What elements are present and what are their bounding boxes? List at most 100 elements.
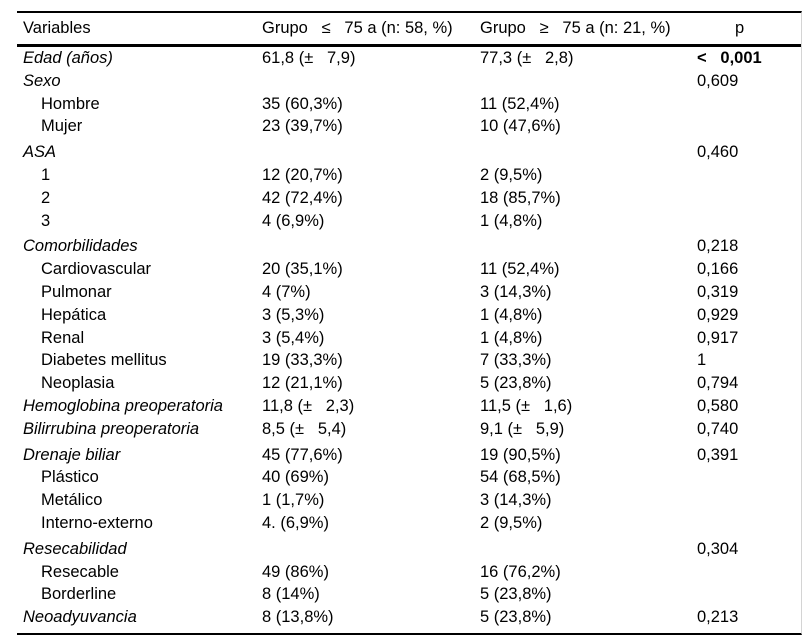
group1-value: 23 (39,7%): [262, 117, 343, 136]
table-row: Neoplasia 12 (21,1%) 5 (23,8%) 0,794: [17, 372, 801, 395]
table-row: ASA 0,460: [17, 141, 801, 164]
group2-value: 16 (76,2%): [480, 562, 561, 581]
group2-value: 1 (4,8%): [480, 305, 543, 324]
table-body: Edad (años) 61,8 (± 7,9) 77,3 (± 2,8) < 0,0…: [17, 47, 801, 633]
p-value: 0,929: [697, 305, 739, 324]
group1-value: 11,8 (± 2,3): [262, 396, 355, 415]
group1-value: 8 (14%): [262, 585, 320, 604]
group1-value: 8,5 (± 5,4): [262, 419, 347, 438]
group2-value: 10 (47,6%): [480, 117, 561, 136]
column-header-group-ge75: Grupo ≥ 75 a (n: 21, %): [480, 19, 671, 38]
p-value: 0,213: [697, 608, 739, 627]
group1-value: 4. (6,9%): [262, 513, 329, 532]
group1-value: 12 (21,1%): [262, 374, 343, 393]
table-row: Diabetes mellitus 19 (33,3%) 7 (33,3%) 1: [17, 349, 801, 372]
group2-value: 11 (52,4%): [480, 260, 560, 279]
p-value: 0,794: [697, 374, 739, 393]
p-value: 0,580: [697, 396, 739, 415]
p-value: 0,460: [697, 143, 739, 162]
group1-value: 49 (86%): [262, 562, 329, 581]
group2-value: 2 (9,5%): [480, 513, 543, 532]
p-value: 0,609: [697, 71, 739, 90]
group1-value: 4 (7%): [262, 282, 311, 301]
group1-value: 4 (6,9%): [262, 211, 325, 230]
variable-label: Resecabilidad: [23, 539, 127, 558]
variable-label: Sexo: [23, 71, 61, 90]
column-header-variables: Variables: [23, 19, 91, 38]
group1-value: 20 (35,1%): [262, 260, 343, 279]
group2-value: 1 (4,8%): [480, 328, 543, 347]
table-row: Renal 3 (5,4%) 1 (4,8%) 0,917: [17, 327, 801, 350]
table-row: Hepática 3 (5,3%) 1 (4,8%) 0,929: [17, 304, 801, 327]
group2-value: 5 (23,8%): [480, 374, 552, 393]
variable-label: ASA: [23, 143, 57, 162]
table-row: Hombre 35 (60,3%) 11 (52,4%): [17, 93, 801, 116]
table-row: Resecable 49 (86%) 16 (76,2%): [17, 561, 801, 584]
variable-label: 3: [41, 211, 51, 230]
p-value: 0,917: [697, 328, 739, 347]
variable-label: 2: [41, 188, 51, 207]
group1-value: 1 (1,7%): [262, 491, 325, 510]
variable-label: Drenaje biliar: [23, 445, 121, 464]
table-row: Pulmonar 4 (7%) 3 (14,3%) 0,319: [17, 281, 801, 304]
p-value: 0,391: [697, 445, 739, 464]
variable-label: Hombre: [41, 94, 100, 113]
table-row: Borderline 8 (14%) 5 (23,8%): [17, 583, 801, 606]
group1-value: 3 (5,4%): [262, 328, 325, 347]
variable-label: Neoplasia: [41, 374, 115, 393]
table-row: Mujer 23 (39,7%) 10 (47,6%): [17, 115, 801, 138]
variable-label: Pulmonar: [41, 282, 112, 301]
group2-value: 3 (14,3%): [480, 491, 552, 510]
group2-value: 19 (90,5%): [480, 445, 561, 464]
table-row: Bilirrubina preoperatoria 8,5 (± 5,4) 9,1 …: [17, 418, 801, 441]
group2-value: 5 (23,8%): [480, 608, 552, 627]
variable-label: Renal: [41, 328, 85, 347]
table-row: 3 4 (6,9%) 1 (4,8%): [17, 210, 801, 233]
variable-label: Metálico: [41, 491, 103, 510]
clinical-comparison-table: Variables Grupo ≤ 75 a (n: 58, %) Grupo …: [17, 11, 802, 635]
table-header-row: Variables Grupo ≤ 75 a (n: 58, %) Grupo …: [17, 13, 801, 47]
table-row: Plástico 40 (69%) 54 (68,5%): [17, 466, 801, 489]
group1-value: 40 (69%): [262, 468, 329, 487]
group2-value: 1 (4,8%): [480, 211, 543, 230]
variable-label: Hepática: [41, 305, 107, 324]
group2-value: 54 (68,5%): [480, 468, 561, 487]
table-row: Hemoglobina preoperatoria 11,8 (± 2,3) 11,…: [17, 395, 801, 418]
group2-value: 5 (23,8%): [480, 585, 552, 604]
variable-label: Edad (años): [23, 49, 113, 67]
group2-value: 18 (85,7%): [480, 188, 561, 207]
table-row: Cardiovascular 20 (35,1%) 11 (52,4%) 0,166: [17, 258, 801, 281]
variable-label: Cardiovascular: [41, 260, 152, 279]
group1-value: 35 (60,3%): [262, 94, 343, 113]
column-header-group-le75: Grupo ≤ 75 a (n: 58, %): [262, 19, 453, 38]
group1-value: 12 (20,7%): [262, 165, 343, 184]
column-header-p: p: [735, 19, 745, 38]
p-value: 0,218: [697, 237, 739, 256]
p-value: 1: [697, 351, 707, 370]
table-row: 2 42 (72,4%) 18 (85,7%): [17, 187, 801, 210]
group2-value: 9,1 (± 5,9): [480, 419, 565, 438]
group1-value: 19 (33,3%): [262, 351, 343, 370]
table-row: Interno-externo 4. (6,9%) 2 (9,5%): [17, 512, 801, 535]
table-row: Edad (años) 61,8 (± 7,9) 77,3 (± 2,8) < 0,0…: [17, 47, 801, 70]
group1-value: 61,8 (± 7,9): [262, 49, 356, 67]
variable-label: Interno-externo: [41, 513, 153, 532]
group2-value: 7 (33,3%): [480, 351, 552, 370]
variable-label: 1: [41, 165, 51, 184]
group1-value: 42 (72,4%): [262, 188, 343, 207]
p-value: 0,304: [697, 539, 739, 558]
variable-label: Diabetes mellitus: [41, 351, 167, 370]
group1-value: 3 (5,3%): [262, 305, 325, 324]
group2-value: 11 (52,4%): [480, 94, 560, 113]
p-value: 0,740: [697, 419, 739, 438]
variable-label: Mujer: [41, 117, 83, 136]
group2-value: 3 (14,3%): [480, 282, 552, 301]
table-row: Comorbilidades 0,218: [17, 235, 801, 258]
table-row: Metálico 1 (1,7%) 3 (14,3%): [17, 489, 801, 512]
variable-label: Bilirrubina preoperatoria: [23, 419, 200, 438]
table-row: Resecabilidad 0,304: [17, 538, 801, 561]
group2-value: 11,5 (± 1,6): [480, 396, 573, 415]
p-value: 0,319: [697, 282, 739, 301]
variable-label: Comorbilidades: [23, 237, 138, 256]
table-row: Neoadyuvancia 8 (13,8%) 5 (23,8%) 0,213: [17, 606, 801, 629]
